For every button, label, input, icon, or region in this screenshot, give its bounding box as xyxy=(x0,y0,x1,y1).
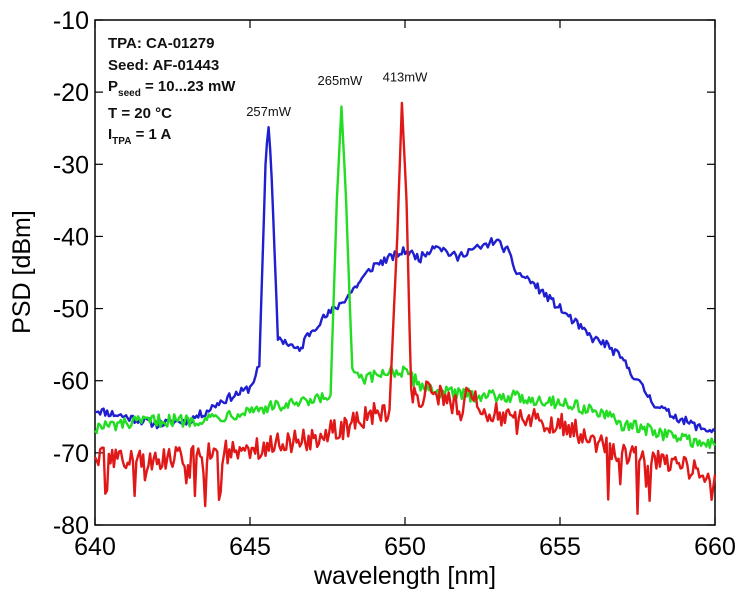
x-tick-label: 640 xyxy=(74,533,116,561)
note-tpa: TPA: CA-01279 xyxy=(108,35,214,52)
y-tick-label: -60 xyxy=(53,368,89,396)
peak-labels: 257mW 265mW 413mW xyxy=(246,69,428,119)
y-tick-label: -50 xyxy=(53,296,89,324)
note-current-value: = 1 A xyxy=(131,126,171,143)
x-axis-title: wavelength [nm] xyxy=(313,562,496,590)
y-tick-label: -30 xyxy=(53,151,89,179)
note-current-symbol: I xyxy=(108,126,112,143)
peak-label-1: 257mW xyxy=(246,104,292,119)
y-tick-label: -10 xyxy=(53,7,89,35)
y-tick-label: -40 xyxy=(53,223,89,251)
note-pseed-subscript: seed xyxy=(118,88,141,99)
x-tick-label: 645 xyxy=(229,533,271,561)
series-line-1 xyxy=(94,126,716,434)
x-tick-label: 650 xyxy=(384,533,426,561)
peak-label-3: 413mW xyxy=(383,69,429,84)
peak-label-2: 265mW xyxy=(318,73,364,88)
x-tick-label: 660 xyxy=(694,533,736,561)
note-pseed-symbol: P xyxy=(108,78,118,95)
note-current: ITPA = 1 A xyxy=(108,126,171,147)
series-line-2 xyxy=(94,105,717,449)
note-current-subscript: TPA xyxy=(112,136,131,147)
note-temperature: T = 20 °C xyxy=(108,105,172,122)
series-layer xyxy=(93,101,717,515)
y-axis-title: PSD [dBm] xyxy=(8,210,36,334)
x-tick-label: 655 xyxy=(539,533,581,561)
note-seed: Seed: AF-01443 xyxy=(108,57,219,74)
note-pseed-value: = 10...23 mW xyxy=(141,78,236,95)
note-pseed: Pseed = 10...23 mW xyxy=(108,78,236,99)
y-tick-label: -70 xyxy=(53,440,89,468)
series-line-3 xyxy=(93,101,717,515)
experiment-notes: TPA: CA-01279 Seed: AF-01443 Pseed = 10.… xyxy=(108,35,236,147)
axis-ticks: 640 645 650 655 660 -10 -20 -30 -40 -50 -60 -70 -80 xyxy=(53,7,736,561)
y-tick-label: -80 xyxy=(53,512,89,540)
y-tick-label: -20 xyxy=(53,79,89,107)
